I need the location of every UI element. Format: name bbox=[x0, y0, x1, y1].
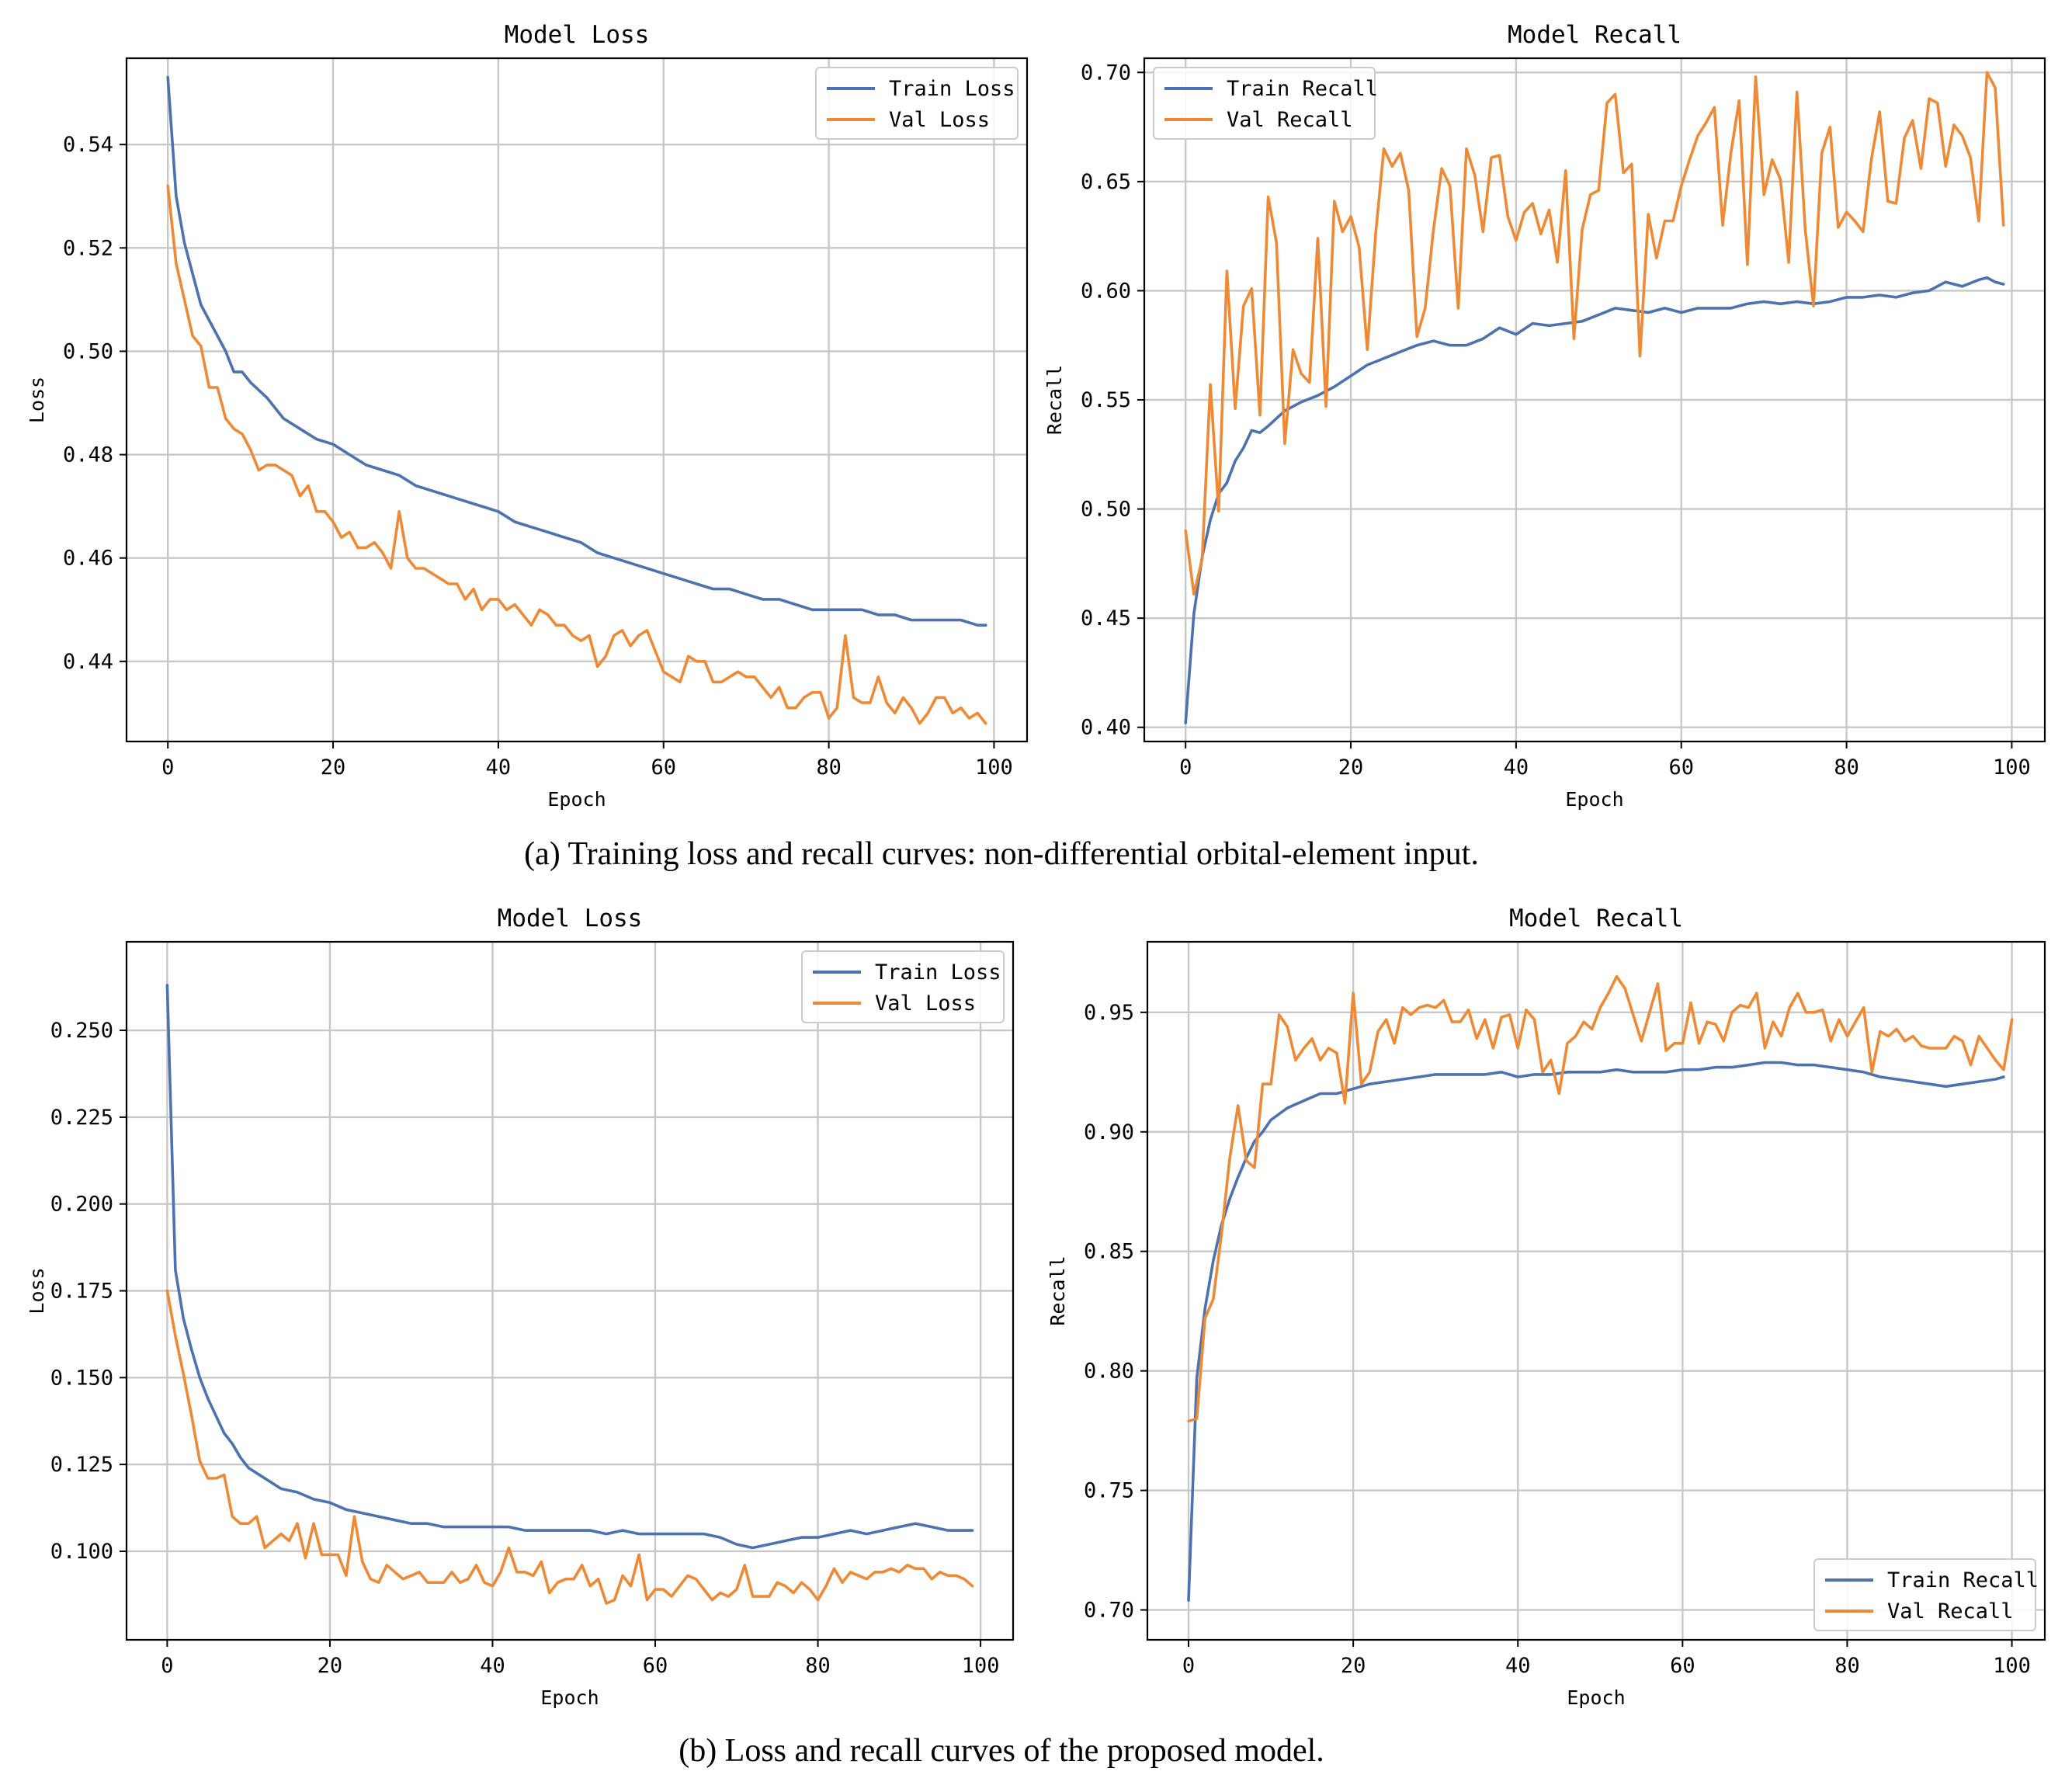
series-line-train bbox=[1187, 1061, 2005, 1602]
y-tick-label: 0.175 bbox=[50, 1280, 113, 1304]
x-tick-label: 60 bbox=[651, 755, 676, 780]
x-tick-label: 40 bbox=[480, 1654, 505, 1678]
x-tick-label: 0 bbox=[161, 1654, 173, 1678]
y-tick-label: 0.65 bbox=[1081, 170, 1131, 194]
chart-title: Model Loss bbox=[505, 21, 650, 49]
x-tick-label: 100 bbox=[975, 755, 1013, 780]
y-tick-label: 0.85 bbox=[1084, 1240, 1134, 1264]
y-tick-label: 0.50 bbox=[63, 339, 113, 363]
legend-label-train: Train Recall bbox=[1887, 1568, 2039, 1592]
axes-frame bbox=[125, 57, 1029, 743]
y-tick-label: 0.150 bbox=[50, 1366, 113, 1390]
plot-area bbox=[1147, 942, 2045, 1640]
y-axis-label: Recall bbox=[1046, 1255, 1069, 1325]
caption-b: (b) Loss and recall curves of the propos… bbox=[678, 1733, 1324, 1769]
legend: Train Loss Val Loss bbox=[801, 950, 1005, 1023]
legend-label-train: Train Loss bbox=[875, 960, 1001, 985]
x-tick-label: 100 bbox=[1993, 755, 2031, 780]
y-tick-label: 0.250 bbox=[50, 1019, 113, 1043]
y-tick-label: 0.45 bbox=[1081, 606, 1131, 630]
x-tick-label: 100 bbox=[1993, 1654, 2031, 1678]
x-tick-label: 0 bbox=[1182, 1654, 1195, 1678]
x-axis-label: Epoch bbox=[1567, 1686, 1625, 1709]
series-line-train bbox=[165, 984, 974, 1550]
x-tick-label: 40 bbox=[486, 755, 512, 780]
chart-b-loss: 0 20 40 60 80 100 0.100 0.125 0.150 0.175 0.200 0.2… bbox=[26, 905, 1015, 1709]
y-tick-label: 0.52 bbox=[63, 236, 113, 260]
legend: Train Recall Val Recall bbox=[1153, 67, 1378, 140]
x-tick-label: 80 bbox=[816, 755, 842, 780]
y-tick-label: 0.50 bbox=[1081, 498, 1131, 522]
y-tick-label: 0.55 bbox=[1081, 388, 1131, 412]
y-tick-label: 0.75 bbox=[1084, 1479, 1134, 1503]
x-tick-label: 100 bbox=[962, 1654, 1000, 1678]
x-tick-label: 80 bbox=[1834, 755, 1859, 780]
series-line-val bbox=[166, 184, 987, 725]
y-axis-label: Loss bbox=[26, 1267, 48, 1314]
x-axis-label: Epoch bbox=[547, 788, 606, 811]
y-tick-label: 0.40 bbox=[1081, 716, 1131, 740]
legend-label-train: Train Recall bbox=[1227, 77, 1378, 101]
legend-label-val: Val Loss bbox=[875, 992, 976, 1016]
y-axis-label: Loss bbox=[26, 377, 48, 423]
x-tick-label: 40 bbox=[1504, 755, 1529, 780]
series-line-val bbox=[1187, 974, 2014, 1423]
chart-title: Model Loss bbox=[498, 905, 643, 932]
y-tick-label: 0.48 bbox=[63, 443, 113, 467]
y-tick-label: 0.54 bbox=[63, 133, 113, 157]
x-tick-label: 60 bbox=[1670, 1654, 1695, 1678]
x-tick-label: 20 bbox=[1341, 1654, 1366, 1678]
y-tick-label: 0.125 bbox=[50, 1453, 113, 1477]
y-tick-label: 0.70 bbox=[1081, 61, 1131, 85]
legend: Train Loss Val Loss bbox=[815, 67, 1019, 140]
x-tick-label: 80 bbox=[805, 1654, 831, 1678]
x-tick-label: 60 bbox=[643, 1654, 668, 1678]
x-tick-label: 20 bbox=[1338, 755, 1364, 780]
series-line-train bbox=[166, 75, 987, 627]
x-tick-label: 40 bbox=[1505, 1654, 1531, 1678]
series-line-train bbox=[1184, 276, 2005, 724]
chart-a-loss: 0 20 40 60 80 100 0.44 0.46 0.48 0.50 0.52 0.54 Mode… bbox=[26, 21, 1029, 811]
y-axis-label: Recall bbox=[1043, 365, 1066, 435]
y-tick-label: 0.100 bbox=[50, 1540, 113, 1564]
plot-area bbox=[127, 58, 1027, 741]
legend: Train Recall Val Recall bbox=[1813, 1558, 2039, 1631]
legend-label-val: Val Recall bbox=[1227, 108, 1353, 132]
chart-title: Model Recall bbox=[1508, 21, 1682, 49]
y-tick-label: 0.80 bbox=[1084, 1360, 1134, 1384]
axes-frame bbox=[1146, 940, 2046, 1641]
chart-b-recall: 0 20 40 60 80 100 0.70 0.75 0.80 0.85 0.90 0.95 Mode… bbox=[1046, 905, 2046, 1709]
legend-label-val: Val Recall bbox=[1887, 1599, 2014, 1624]
y-tick-label: 0.90 bbox=[1084, 1120, 1134, 1144]
y-tick-label: 0.225 bbox=[50, 1106, 113, 1130]
x-tick-label: 60 bbox=[1668, 755, 1694, 780]
y-tick-label: 0.70 bbox=[1084, 1599, 1134, 1623]
x-tick-label: 0 bbox=[161, 755, 174, 780]
x-tick-label: 20 bbox=[321, 755, 346, 780]
x-axis-label: Epoch bbox=[1565, 788, 1623, 811]
x-tick-label: 20 bbox=[318, 1654, 343, 1678]
caption-a: (a) Training loss and recall curves: non… bbox=[524, 836, 1479, 872]
legend-label-val: Val Loss bbox=[889, 108, 990, 132]
x-tick-label: 80 bbox=[1834, 1654, 1860, 1678]
y-tick-label: 0.95 bbox=[1084, 1001, 1134, 1025]
y-tick-label: 0.46 bbox=[63, 547, 113, 571]
chart-title: Model Recall bbox=[1509, 905, 1683, 932]
chart-a-recall: 0 20 40 60 80 100 0.40 0.45 0.50 0.55 0.60 0.65 0.70… bbox=[1043, 21, 2046, 811]
y-tick-label: 0.44 bbox=[63, 650, 113, 674]
x-axis-label: Epoch bbox=[540, 1686, 599, 1709]
x-tick-label: 0 bbox=[1179, 755, 1192, 780]
series-line-val bbox=[165, 1289, 974, 1605]
y-tick-label: 0.60 bbox=[1081, 279, 1131, 303]
legend-label-train: Train Loss bbox=[889, 77, 1015, 101]
series-line-val bbox=[1184, 71, 2005, 596]
y-tick-label: 0.200 bbox=[50, 1193, 113, 1217]
